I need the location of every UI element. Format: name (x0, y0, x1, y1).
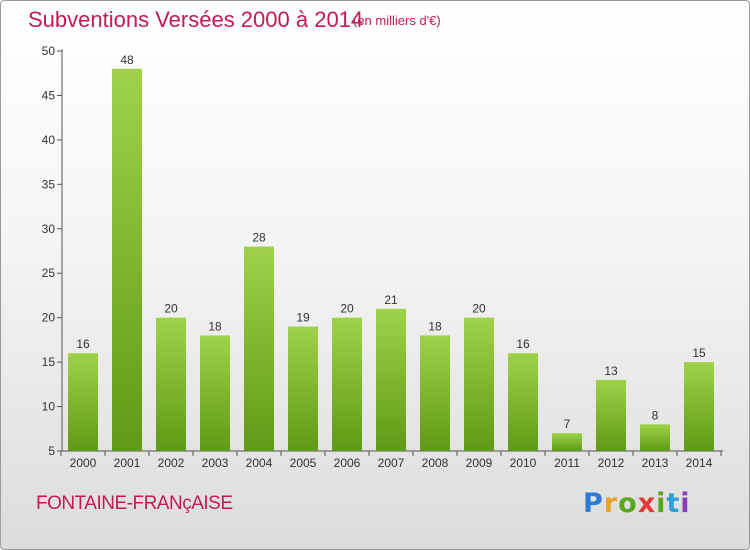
logo-letter: P (583, 488, 604, 519)
data-label: 48 (120, 53, 134, 67)
chart-subtitle: (en milliers d'€) (353, 13, 441, 28)
bar (112, 68, 142, 452)
y-tick-label: 45 (42, 88, 56, 102)
data-label: 18 (208, 319, 222, 333)
bar (244, 246, 274, 451)
data-label: 15 (692, 346, 706, 360)
logo-letter: x (637, 488, 657, 519)
data-label: 13 (604, 364, 618, 378)
data-label: 18 (428, 319, 442, 333)
logo-letter: i (680, 488, 691, 519)
bar (552, 433, 582, 451)
bar (200, 335, 230, 451)
x-tick-label: 2010 (510, 456, 537, 470)
x-tick-label: 2006 (334, 456, 361, 470)
bar (332, 317, 362, 451)
x-tick-label: 2012 (598, 456, 625, 470)
y-tick-label: 5 (48, 444, 55, 458)
bars (68, 68, 714, 452)
bar (464, 317, 494, 451)
logo-letter: i (656, 488, 667, 519)
y-tick-label: 30 (42, 222, 56, 236)
data-label: 20 (340, 302, 354, 316)
x-tick-label: 2014 (686, 456, 713, 470)
x-tick-label: 2011 (554, 456, 580, 470)
bar (420, 335, 450, 451)
x-tick-label: 2003 (202, 456, 229, 470)
data-label: 7 (564, 417, 571, 431)
city-name: FONTAINE-FRANçAISE (36, 493, 233, 514)
logo-letter: t (666, 488, 681, 519)
x-tick-label: 2007 (378, 456, 405, 470)
y-tick-label: 15 (42, 355, 56, 369)
y-tick-label: 50 (42, 44, 56, 58)
x-tick-label: 2009 (466, 456, 493, 470)
bar (684, 362, 714, 451)
y-tick-label: 20 (42, 311, 56, 325)
x-tick-label: 2004 (246, 456, 273, 470)
data-label: 19 (296, 311, 310, 325)
data-label: 16 (516, 337, 530, 351)
bar (288, 326, 318, 451)
bar (376, 308, 406, 451)
y-tick-label: 40 (42, 133, 56, 147)
data-label: 28 (252, 231, 266, 245)
x-tick-label: 2008 (422, 456, 449, 470)
bar (508, 353, 538, 451)
bar (156, 317, 186, 451)
data-label: 8 (652, 408, 659, 422)
data-label: 21 (384, 293, 398, 307)
proxiti-logo: Proxiti (583, 488, 691, 519)
bar (640, 424, 670, 451)
x-tick-label: 2013 (642, 456, 669, 470)
x-tick-label: 2002 (158, 456, 185, 470)
x-tick-label: 2001 (114, 456, 141, 470)
data-label: 20 (472, 302, 486, 316)
bar (596, 379, 626, 451)
data-labels: 16 48 20 18 28 19 20 21 18 20 16 7 13 8 15 (76, 53, 706, 431)
y-tick-label: 25 (42, 266, 56, 280)
y-axis: 5 10 15 20 25 30 35 40 45 50 (42, 44, 63, 458)
chart-title: Subventions Versées 2000 à 2014 (28, 7, 364, 32)
data-label: 20 (164, 302, 178, 316)
y-tick-label: 35 (42, 177, 56, 191)
logo-letter: r (603, 488, 619, 519)
y-tick-label: 10 (42, 400, 56, 414)
x-tick-label: 2000 (70, 456, 97, 470)
data-label: 16 (76, 337, 90, 351)
logo-letter: o (618, 488, 638, 519)
x-tick-label: 2005 (290, 456, 317, 470)
x-axis: 2000 2001 2002 2003 2004 2005 2006 2007 2008 2009… (60, 450, 723, 470)
bar (68, 353, 98, 451)
